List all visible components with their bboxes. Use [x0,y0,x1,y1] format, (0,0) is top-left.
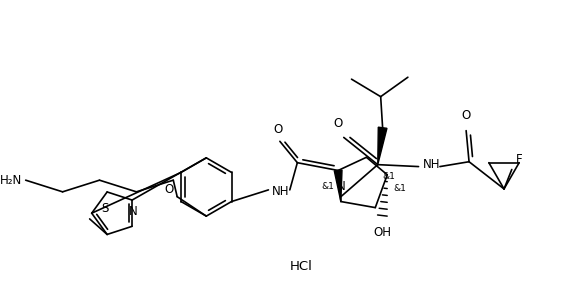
Text: N: N [336,180,345,193]
Polygon shape [334,170,342,202]
Polygon shape [378,127,387,165]
Text: &1: &1 [321,182,334,191]
Text: N: N [129,205,137,217]
Text: S: S [102,202,109,215]
Text: H₂N: H₂N [0,174,22,187]
Text: O: O [461,109,471,122]
Text: &1: &1 [393,185,406,193]
Text: OH: OH [373,226,392,239]
Text: O: O [274,124,282,136]
Text: HCl: HCl [290,260,313,273]
Text: F: F [515,152,522,166]
Text: O: O [164,183,173,196]
Text: NH: NH [272,185,290,198]
Text: NH: NH [423,158,440,171]
Text: O: O [333,117,343,130]
Text: &1: &1 [383,172,396,181]
